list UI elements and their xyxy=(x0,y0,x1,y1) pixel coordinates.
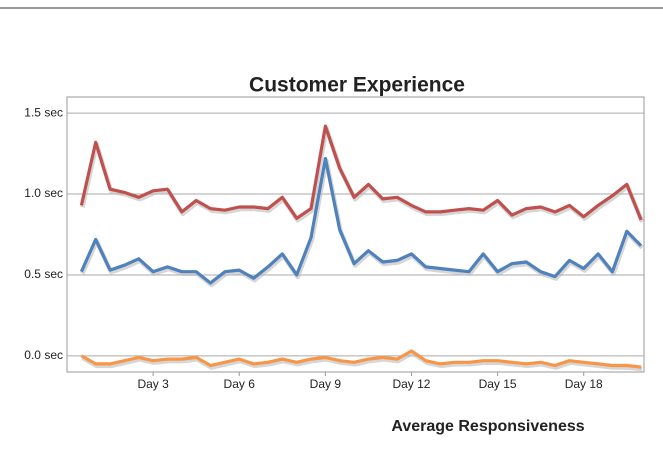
line-shadow xyxy=(80,125,645,223)
chart-title: Customer Experience xyxy=(249,74,465,97)
y-tick-label: 0.0 sec xyxy=(24,348,63,362)
x-tick-label: Day 18 xyxy=(565,377,603,391)
x-tick-label: Day 15 xyxy=(479,377,517,391)
x-tick-label: Day 6 xyxy=(224,377,256,391)
x-tick-label: Day 12 xyxy=(392,377,430,391)
y-tick-label: 0.5 sec xyxy=(24,267,63,281)
annotation: Average Responsiveness xyxy=(391,418,584,435)
x-tick-label: Day 9 xyxy=(310,377,342,391)
series-line xyxy=(80,349,642,369)
plot-area xyxy=(66,96,645,373)
y-tick-label: 1.5 sec xyxy=(24,105,63,119)
series-line xyxy=(79,156,643,285)
series-line xyxy=(79,124,643,221)
line-shadow xyxy=(81,350,643,372)
y-tick-label: 1.0 sec xyxy=(24,186,63,200)
x-tick-label: Day 3 xyxy=(137,377,169,391)
